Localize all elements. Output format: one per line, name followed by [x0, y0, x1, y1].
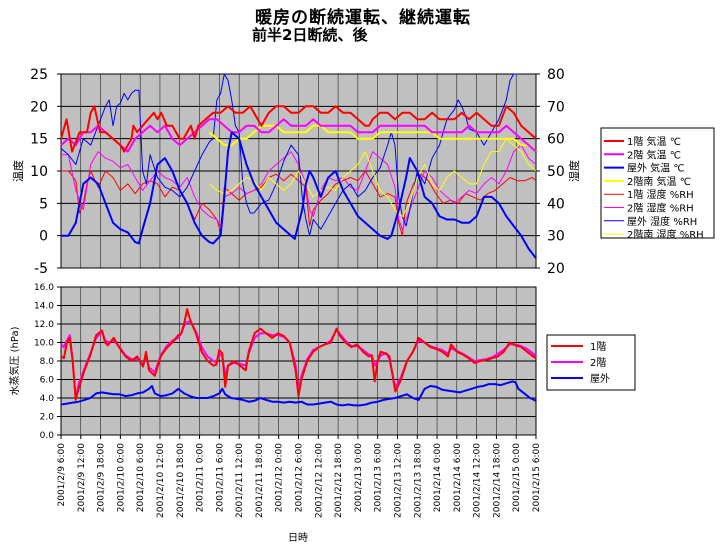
bottom-y-tick-label: 14.0 — [34, 302, 54, 312]
top-legend-label: 2階南 湿度 %RH — [627, 228, 704, 241]
top-y2-tick-label: 30 — [547, 229, 565, 245]
top-y2-tick-label: 20 — [547, 261, 565, 277]
top-legend-label: 2階 気温 ℃ — [627, 148, 681, 161]
top-legend-label: 1階 気温 ℃ — [627, 135, 681, 148]
top-legend-box — [600, 127, 715, 239]
bottom-x-axis-label: 日時 — [288, 532, 308, 544]
bottom-y-axis-label: 水蒸気圧 (hPa) — [8, 326, 21, 395]
top-series-line — [209, 138, 537, 217]
bottom-y-tick-label: 16.0 — [34, 283, 54, 293]
bottom-x-tick-label: 2001/2/14 18:00 — [492, 443, 502, 518]
top-series-line — [208, 124, 537, 153]
top-series-line — [61, 131, 537, 259]
bottom-x-tick-label: 2001/2/9 6:00 — [57, 443, 67, 507]
top-y-tick-label: 5 — [39, 196, 48, 212]
bottom-x-tick-label: 2001/2/9 18:00 — [97, 443, 107, 512]
bottom-x-tick-label: 2001/2/11 18:00 — [255, 443, 265, 518]
bottom-series-line — [60, 308, 537, 401]
bottom-y-tick-label: 6.0 — [40, 376, 55, 386]
bottom-y-tick-label: 2.0 — [40, 413, 55, 423]
top-legend-label: 2階 湿度 %RH — [627, 202, 694, 215]
bottom-x-tick-label: 2001/2/11 12:00 — [235, 443, 245, 518]
bottom-y-tick-label: 10.0 — [34, 339, 54, 349]
page-subtitle: 前半2日断続、後 — [252, 26, 368, 44]
bottom-x-tick-label: 2001/2/12 0:00 — [275, 443, 285, 512]
top-legend-label: 1階 湿度 %RH — [627, 188, 694, 201]
bottom-legend-label: 2階 — [590, 357, 606, 369]
bottom-x-tick-label: 2001/2/10 0:00 — [116, 443, 126, 512]
bottom-legend-label: 屋外 — [590, 373, 610, 385]
top-y2-tick-label: 80 — [547, 67, 565, 83]
top-legend-label: 屋外 気温 ℃ — [627, 162, 685, 175]
bottom-x-axis: 2001/2/9 6:00 2001/2/9 12:00 2001/2/9 18:0… — [57, 435, 542, 518]
bottom-x-tick-label: 2001/2/10 12:00 — [156, 443, 166, 518]
bottom-chart: 0.0 2.0 4.0 6.0 8.0 10.0 12.0 14.0 16.0 2001/2/9… — [8, 283, 636, 544]
top-legend-label: 2階南 気温 ℃ — [627, 175, 691, 188]
bottom-grid — [61, 287, 536, 435]
bottom-x-tick-label: 2001/2/11 0:00 — [196, 443, 206, 512]
top-y2-tick-label: 50 — [547, 164, 565, 180]
top-y2-axis: 20 30 40 50 60 70 80 — [536, 67, 565, 277]
bottom-y-tick-label: 8.0 — [40, 357, 55, 367]
bottom-x-tick-label: 2001/2/13 0:00 — [354, 443, 364, 512]
bottom-x-tick-label: 2001/2/15 0:00 — [512, 443, 522, 512]
bottom-x-tick-label: 2001/2/11 6:00 — [215, 443, 225, 512]
top-series-lines — [60, 73, 537, 259]
bottom-x-tick-label: 2001/2/14 12:00 — [473, 443, 483, 518]
top-y-axis: -5 0 5 10 15 20 25 — [30, 67, 61, 277]
bottom-series-lines — [60, 308, 537, 407]
bottom-y-tick-label: 4.0 — [40, 394, 55, 404]
top-y-tick-label: 10 — [30, 164, 48, 180]
bottom-x-tick-label: 2001/2/12 12:00 — [314, 443, 324, 518]
top-chart: -5 0 5 10 15 20 25 20 30 40 50 60 70 80 温度 湿度 1階 気温 … — [11, 67, 715, 277]
bottom-y-tick-label: 0.0 — [40, 431, 55, 441]
top-y-tick-label: 20 — [30, 99, 48, 115]
bottom-y-axis: 0.0 2.0 4.0 6.0 8.0 10.0 12.0 14.0 16.0 — [34, 283, 61, 441]
bottom-x-tick-label: 2001/2/12 6:00 — [295, 443, 305, 512]
bottom-x-tick-label: 2001/2/9 12:00 — [77, 443, 87, 512]
top-y-tick-label: -5 — [34, 261, 48, 277]
top-series-line — [60, 105, 537, 153]
top-series-line — [61, 170, 537, 237]
bottom-x-tick-label: 2001/2/13 12:00 — [394, 443, 404, 518]
bottom-x-tick-label: 2001/2/13 18:00 — [413, 443, 423, 518]
bottom-x-tick-label: 2001/2/12 18:00 — [334, 443, 344, 518]
top-y2-tick-label: 70 — [547, 99, 565, 115]
bottom-x-tick-label: 2001/2/10 18:00 — [176, 443, 186, 518]
top-y-axis-label: 温度 — [11, 160, 25, 182]
top-y-tick-label: 15 — [30, 132, 48, 148]
top-y2-tick-label: 40 — [547, 196, 565, 212]
bottom-x-tick-label: 2001/2/14 6:00 — [453, 443, 463, 512]
bottom-x-tick-label: 2001/2/15 6:00 — [532, 443, 542, 512]
bottom-x-tick-label: 2001/2/10 6:00 — [136, 443, 146, 512]
top-y-tick-label: 0 — [39, 229, 48, 245]
page-title: 暖房の断続運転、継続運転 — [255, 8, 471, 28]
bottom-x-tick-label: 2001/2/14 0:00 — [433, 443, 443, 512]
bottom-legend-label: 1階 — [590, 341, 606, 353]
top-series-line — [61, 144, 537, 230]
top-series-line — [60, 118, 537, 153]
bottom-series-line — [60, 380, 537, 407]
bottom-x-tick-label: 2001/2/13 6:00 — [374, 443, 384, 512]
top-legend-label: 屋外 湿度 %RH — [627, 215, 697, 228]
top-y2-tick-label: 60 — [547, 132, 565, 148]
top-y2-axis-label: 湿度 — [567, 160, 581, 182]
top-y-tick-label: 25 — [30, 67, 48, 83]
bottom-y-tick-label: 12.0 — [34, 320, 54, 330]
